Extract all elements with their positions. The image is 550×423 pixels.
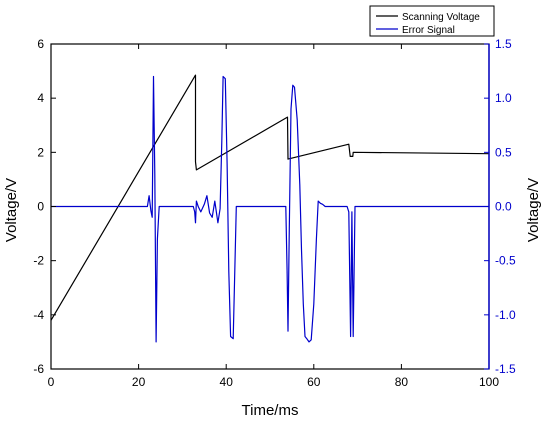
- x-axis-ticks: 0 20 40 60 80 100: [48, 44, 499, 389]
- legend: Scanning Voltage Error Signal: [369, 5, 495, 37]
- y-right-tick-label: 0.0: [495, 200, 512, 214]
- legend-label-error-signal: Error Signal: [402, 25, 455, 36]
- y-left-tick-label: -2: [33, 254, 44, 268]
- x-tick-label: 20: [132, 375, 146, 389]
- legend-box: [369, 5, 495, 37]
- series-line-scanning-voltage: [50, 74, 490, 321]
- x-tick-label: 100: [479, 375, 499, 389]
- x-tick-label: 60: [307, 375, 321, 389]
- series-line-error-signal: [51, 75, 489, 343]
- y-left-tick-label: 2: [37, 145, 44, 159]
- y-left-tick-label: 4: [37, 91, 44, 105]
- y-right-tick-label: 1.0: [495, 91, 512, 105]
- x-tick-label: 40: [220, 375, 234, 389]
- y-left-axis-title: Voltage/V: [3, 178, 20, 242]
- y-right-axis-ticks: -1.5 -1.0 -0.5 0.0 0.5 1.0 1.5: [484, 37, 516, 376]
- y-left-tick-label: 6: [37, 37, 44, 51]
- legend-label-scanning-voltage: Scanning Voltage: [402, 12, 480, 23]
- y-left-tick-label: -4: [33, 308, 44, 322]
- x-tick-label: 0: [48, 375, 55, 389]
- x-axis-title: Time/ms: [242, 402, 299, 419]
- y-right-tick-label: 1.5: [495, 37, 512, 51]
- y-right-axis-title: Voltage/V: [525, 178, 542, 242]
- y-right-tick-label: -1.5: [495, 362, 516, 376]
- y-right-tick-label: 0.5: [495, 145, 512, 159]
- series-layer: [50, 74, 490, 343]
- y-right-tick-label: -1.0: [495, 308, 516, 322]
- y-left-tick-label: 0: [37, 200, 44, 214]
- y-right-tick-label: -0.5: [495, 254, 516, 268]
- y-left-tick-label: -6: [33, 362, 44, 376]
- x-tick-label: 80: [395, 375, 409, 389]
- y-left-axis-ticks: -6 -4 -2 0 2 4 6: [33, 37, 56, 376]
